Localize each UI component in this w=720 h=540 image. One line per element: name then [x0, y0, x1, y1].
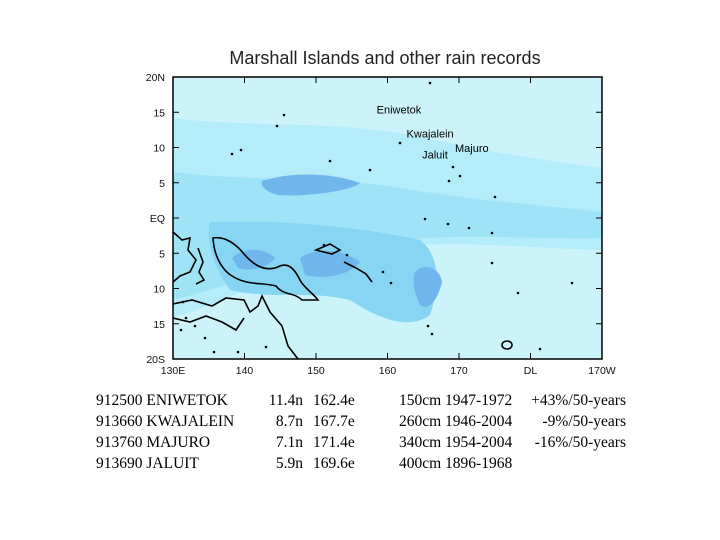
rain-and-period: 150cm 1947-1972 [399, 392, 513, 409]
lat-tick-label: 20N [146, 72, 165, 84]
rain-and-period: 400cm 1896-1968 [399, 455, 513, 472]
station-lat: 11.4n [268, 392, 303, 409]
rainfall-shading [173, 77, 602, 359]
station-id: 913690 JALUIT [96, 455, 199, 472]
lat-tick-label: 5 [159, 248, 165, 260]
lat-tick-label: 5 [159, 178, 165, 190]
lon-tick-label: 150 [307, 365, 325, 377]
lat-tick-label: 15 [153, 107, 165, 119]
coast-new-guinea [212, 236, 320, 301]
lat-tick-label: 10 [153, 143, 165, 155]
coast-fiji [501, 340, 513, 350]
rain-trend: -16%/50-years [534, 434, 626, 451]
tick-marks [172, 76, 603, 360]
lon-tick-label: 140 [236, 365, 254, 377]
coast-australia [173, 294, 299, 359]
rain-and-period: 260cm 1946-2004 [399, 413, 513, 430]
coast-solomons [343, 261, 373, 283]
small-islands [179, 81, 574, 354]
lon-tick-label: 170W [588, 365, 616, 377]
station-id: 913760 MAJURO [96, 434, 211, 451]
lat-tick-label: 20S [146, 354, 165, 366]
station-lon: 162.4e [313, 392, 355, 409]
station-id: 913660 KWAJALEIN [96, 413, 235, 430]
lat-tick-label: 15 [153, 319, 165, 331]
rain-core-south-1 [232, 249, 275, 270]
station-id: 912500 ENIWETOK [96, 392, 228, 409]
station-lon: 171.4e [313, 434, 355, 451]
place-label-jaluit: Jaluit [422, 149, 448, 161]
rain-core-south-2 [300, 250, 360, 277]
lon-tick-label: 170 [450, 365, 468, 377]
longitude-axis: 130E 140 150 160 170 DL 170W [161, 365, 616, 377]
rain-core-south-3 [413, 267, 442, 308]
coastlines [173, 231, 513, 359]
rain-trend: +43%/50-years [531, 392, 626, 409]
coast-borneo-celebes [173, 231, 197, 283]
place-label-eniwetok: Eniwetok [377, 105, 422, 117]
station-lon: 169.6e [313, 455, 355, 472]
station-lat: 5.9n [275, 455, 303, 472]
lat-tick-label: EQ [150, 213, 165, 225]
lon-tick-label: 130E [161, 365, 186, 377]
lat-tick-label: 10 [153, 284, 165, 296]
station-lon: 167.7e [313, 413, 355, 430]
place-label-majuro: Majuro [455, 143, 489, 155]
map-title: Marshall Islands and other rain records [229, 48, 541, 68]
rain-trend: -9%/50-years [542, 413, 627, 430]
coast-halmahera [195, 247, 206, 285]
rain-core-north [261, 174, 360, 196]
lon-tick-label: 160 [379, 365, 397, 377]
station-lat: 8.7n [275, 413, 303, 430]
station-lat: 7.1n [275, 434, 303, 451]
rain-and-period: 340cm 1954-2004 [399, 434, 513, 451]
lon-tick-label: DL [524, 365, 538, 377]
place-label-kwajalein: Kwajalein [407, 129, 454, 141]
coast-new-britain [313, 243, 342, 255]
latitude-axis: 20N 15 10 5 EQ 5 10 15 20S [146, 72, 165, 366]
